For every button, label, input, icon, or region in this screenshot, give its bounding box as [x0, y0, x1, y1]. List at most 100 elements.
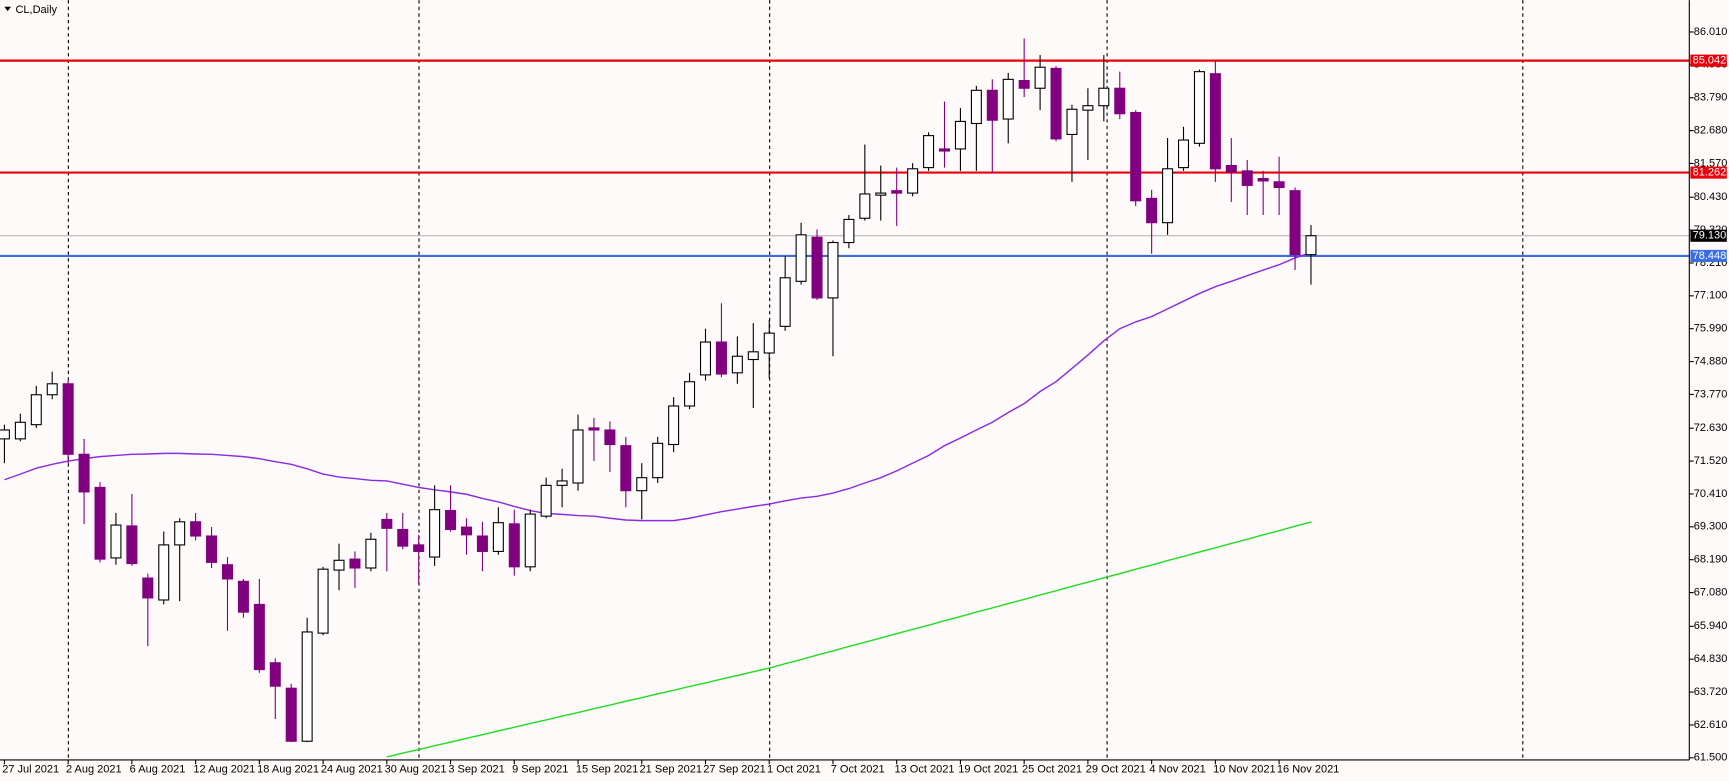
candle-body [1209, 73, 1221, 170]
moving-average [4, 251, 1312, 522]
candle-body [1257, 178, 1269, 182]
candle-body [827, 241, 839, 299]
candle-body [1177, 139, 1190, 169]
y-tick-label: 73.770 [1694, 388, 1728, 400]
y-tick-label: 63.720 [1694, 686, 1728, 698]
candle-body [572, 429, 584, 484]
candle-body [1225, 164, 1237, 173]
candle-body [1162, 168, 1174, 224]
y-tick-label: 62.610 [1694, 719, 1728, 731]
x-tick-label: 16 Nov 2021 [1277, 764, 1339, 776]
candle-body [1050, 67, 1062, 140]
candle-body [317, 568, 329, 634]
candle-body [142, 577, 154, 599]
candle-body [938, 148, 951, 152]
candle-body [715, 341, 727, 375]
candle-body [1082, 105, 1094, 111]
x-tick-label: 2 Aug 2021 [66, 764, 122, 776]
candle-body [445, 509, 457, 531]
candle-body [620, 445, 632, 492]
y-tick-label: 83.790 [1694, 92, 1728, 104]
candle-body [1114, 87, 1126, 115]
candle-body [221, 564, 233, 580]
candle-body [556, 480, 568, 486]
candle-body [381, 518, 393, 529]
candle-body [779, 277, 791, 327]
level-label-bg [1690, 249, 1727, 262]
candle-body [397, 528, 409, 547]
candle-body [94, 486, 106, 560]
candle-body [1018, 79, 1030, 89]
candle-body [684, 381, 696, 407]
level-label: 81.262 [1693, 166, 1727, 178]
x-tick-label: 12 Aug 2021 [193, 764, 255, 776]
candle-body [795, 234, 807, 282]
level-label: 79.130 [1693, 230, 1727, 242]
y-tick-label: 72.630 [1694, 422, 1728, 434]
moving-averages [4, 251, 1312, 758]
title-arrow [4, 6, 12, 12]
x-tick-label: 27 Jul 2021 [2, 764, 59, 776]
candle-body [923, 135, 935, 169]
candle-body [253, 603, 265, 671]
candle-body [604, 429, 616, 446]
level-label: 85.042 [1693, 55, 1727, 67]
x-tick-label: 15 Sep 2021 [576, 764, 638, 776]
y-tick-label: 68.190 [1694, 554, 1728, 566]
y-tick-label: 75.990 [1694, 323, 1728, 335]
x-tick-label: 4 Nov 2021 [1149, 764, 1205, 776]
y-tick-label: 65.940 [1694, 620, 1728, 632]
candle-body [970, 89, 982, 125]
x-tick-label: 24 Aug 2021 [321, 764, 383, 776]
level-label-bg [1690, 229, 1727, 242]
candle-body [476, 535, 488, 552]
candle-body [30, 394, 42, 426]
level-label-bg [1690, 166, 1727, 179]
candle-body [954, 120, 966, 150]
period-separators [67, 0, 1524, 760]
candle-body [1289, 190, 1301, 256]
candle-body [14, 421, 26, 440]
candle-body [237, 580, 249, 613]
x-tick-label: 6 Aug 2021 [130, 764, 186, 776]
candle-body [349, 558, 361, 569]
candle-body [652, 442, 664, 479]
candle-body [492, 522, 504, 552]
x-tick-label: 29 Oct 2021 [1086, 764, 1146, 776]
x-tick-label: 19 Oct 2021 [958, 764, 1018, 776]
candle-body [636, 477, 648, 492]
y-tick-label: 74.880 [1694, 355, 1728, 367]
x-tick-label: 21 Sep 2021 [640, 764, 702, 776]
candles [0, 38, 1317, 743]
candle-body [110, 524, 122, 559]
candle-body [1130, 111, 1142, 202]
candle-body [524, 513, 536, 568]
candle-body [365, 538, 377, 569]
candle-body [875, 192, 887, 196]
level-label: 78.448 [1693, 250, 1727, 262]
candle-body [859, 193, 871, 219]
candle-body [413, 544, 425, 552]
candle-body [668, 405, 680, 446]
candle-body [174, 521, 186, 546]
candle-body [126, 525, 138, 565]
y-tick-label: 81.570 [1694, 157, 1728, 169]
x-tick-label: 10 Nov 2021 [1213, 764, 1275, 776]
y-tick-label: 69.300 [1694, 521, 1728, 533]
x-tick-label: 3 Sep 2021 [448, 764, 504, 776]
candle-body [891, 190, 903, 194]
axis-labels: 61.500 62.610 63.720 64.830 65.940 67.080 68.1… [2, 26, 1727, 776]
chart-title: CL,Daily [15, 4, 57, 16]
candle-body [843, 218, 855, 244]
x-tick-label: 30 Aug 2021 [385, 764, 447, 776]
y-tick-label: 77.100 [1694, 290, 1728, 302]
x-tick-label: 25 Oct 2021 [1022, 764, 1082, 776]
candle-body [699, 341, 712, 376]
candle-body [301, 631, 313, 742]
x-tick-label: 18 Aug 2021 [257, 764, 319, 776]
candle-body [731, 355, 743, 374]
y-tick-label: 61.500 [1694, 752, 1728, 764]
candle-body [285, 687, 297, 742]
